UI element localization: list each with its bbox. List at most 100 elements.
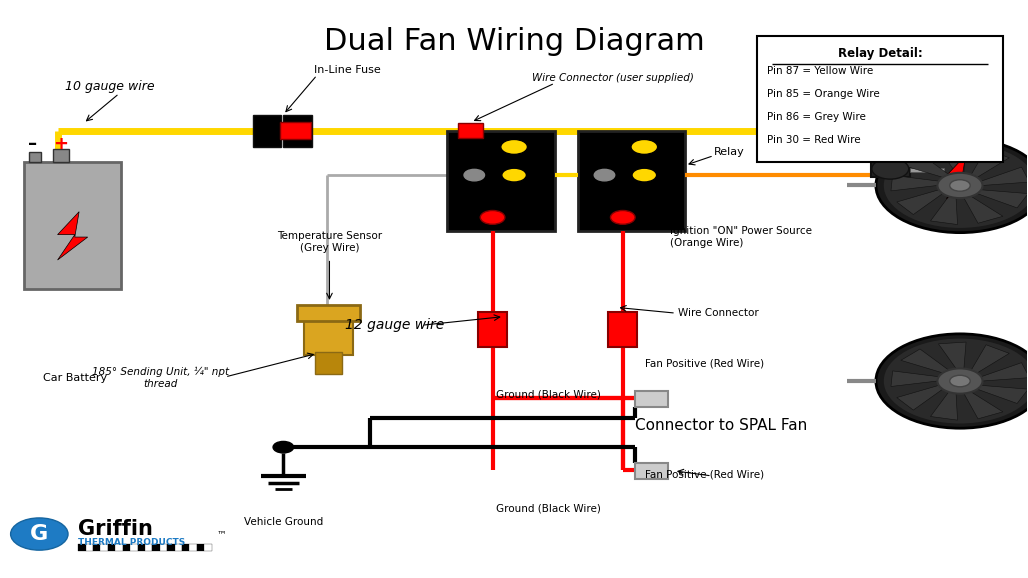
Bar [24,162,121,289]
Bar [175,544,182,551]
Bar [635,391,668,407]
Circle shape [883,338,1028,424]
Bar [182,544,189,551]
Text: Fan Positive (Red Wire): Fan Positive (Red Wire) [646,469,765,479]
Bar [115,544,122,551]
Polygon shape [896,386,943,410]
Text: G: G [30,524,48,544]
Bar [85,544,94,551]
Circle shape [631,139,658,154]
Text: Pin 86 = Grey Wire: Pin 86 = Grey Wire [767,112,867,123]
Polygon shape [978,190,1028,208]
Text: Wire Connector: Wire Connector [678,308,759,318]
Circle shape [872,158,909,179]
Text: Vehicle Ground: Vehicle Ground [244,517,323,527]
Text: +: + [53,135,68,153]
Bar [152,544,159,551]
Text: Pin 87 = Yellow Wire: Pin 87 = Yellow Wire [767,66,874,76]
Text: Car Battery: Car Battery [43,373,107,383]
Bar [304,315,353,355]
Bar [196,544,205,551]
Circle shape [611,210,635,224]
Circle shape [501,139,527,154]
Bar [145,544,152,551]
Bar [78,544,85,551]
Bar [635,463,668,479]
Polygon shape [891,371,939,387]
Bar [94,544,101,551]
Bar [122,544,131,551]
Text: Ground (Black Wire): Ground (Black Wire) [495,504,600,514]
Polygon shape [947,155,974,199]
Bar [131,544,138,551]
Text: 12 gauge wire: 12 gauge wire [344,318,444,332]
Polygon shape [964,197,1003,223]
Bar [757,36,1003,162]
Bar [189,544,196,551]
Polygon shape [901,349,949,373]
Polygon shape [930,392,957,420]
Bar [138,544,145,551]
Polygon shape [971,149,1009,177]
Bar [478,312,507,347]
Text: Ground (Black Wire): Ground (Black Wire) [495,390,600,400]
Bar [205,544,212,551]
Polygon shape [981,167,1028,186]
Text: Ignition "ON" Power Source
(Orange Wire): Ignition "ON" Power Source (Orange Wire) [670,227,812,248]
Bar [447,131,555,231]
Text: THERMAL PRODUCTS: THERMAL PRODUCTS [78,538,185,547]
Text: Fan Positive (Red Wire): Fan Positive (Red Wire) [646,359,765,369]
Bar [168,544,175,551]
Circle shape [464,169,484,181]
Bar [11,517,68,551]
Polygon shape [971,344,1009,373]
Bar [316,352,341,374]
Circle shape [594,169,615,181]
Circle shape [10,518,68,550]
Polygon shape [891,175,939,191]
Bar [609,312,637,347]
Bar [52,149,69,162]
Text: Wire Connector (user supplied): Wire Connector (user supplied) [533,73,694,83]
Bar [159,544,168,551]
Bar [101,544,108,551]
Polygon shape [901,153,949,177]
Text: Dual Fan Wiring Diagram: Dual Fan Wiring Diagram [324,27,704,56]
Polygon shape [981,362,1028,381]
Circle shape [632,168,657,182]
Polygon shape [58,212,87,260]
Polygon shape [896,190,943,214]
Text: Relay Detail:: Relay Detail: [838,47,922,61]
Bar [457,123,483,138]
Circle shape [938,368,983,394]
Bar [108,544,115,551]
Circle shape [273,442,294,453]
Polygon shape [939,146,966,173]
Text: Temperature Sensor
(Grey Wire): Temperature Sensor (Grey Wire) [277,231,382,253]
Text: Connector to SPAL Fan: Connector to SPAL Fan [635,418,807,434]
Bar [578,131,686,231]
Bar [297,305,360,321]
Bar [284,115,313,147]
Text: 185° Sending Unit, ¼" npt
thread: 185° Sending Unit, ¼" npt thread [91,367,229,389]
Circle shape [876,334,1028,428]
Bar [871,161,910,177]
Circle shape [480,210,505,224]
Bar [910,168,944,172]
Circle shape [938,173,983,198]
Polygon shape [930,197,957,224]
Polygon shape [939,342,966,369]
Text: Relay: Relay [713,147,744,157]
Bar [29,152,41,162]
Text: Pin 85 = Orange Wire: Pin 85 = Orange Wire [767,90,880,99]
Text: Pin 30 = Red Wire: Pin 30 = Red Wire [767,135,860,146]
Polygon shape [978,386,1028,403]
Text: 10 gauge wire: 10 gauge wire [65,80,154,93]
Circle shape [876,138,1028,232]
Polygon shape [964,392,1003,419]
Text: ™: ™ [217,529,226,539]
Circle shape [950,180,970,191]
Text: In-Line Fuse: In-Line Fuse [315,65,380,75]
Circle shape [502,168,526,182]
Circle shape [883,142,1028,229]
